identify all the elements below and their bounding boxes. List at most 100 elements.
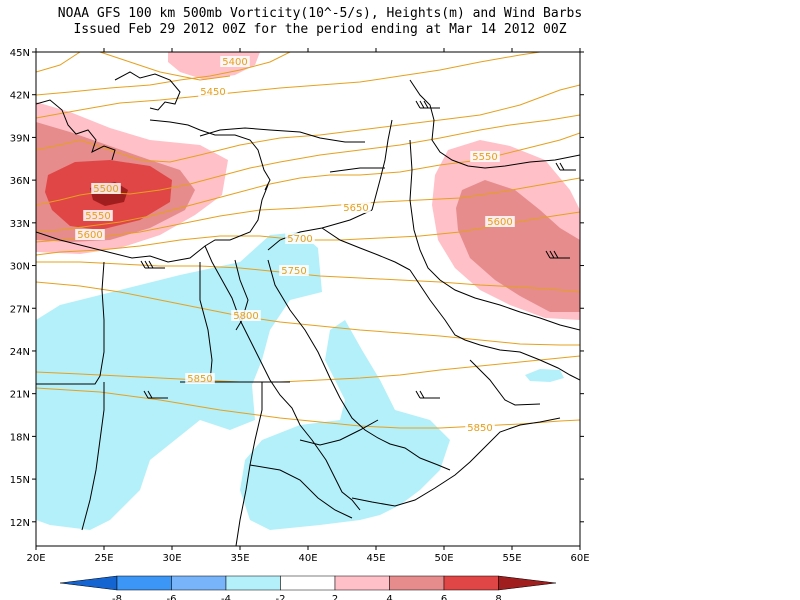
border [469, 359, 541, 406]
contour-label-bg [485, 216, 515, 227]
contour-label-bg [83, 210, 113, 221]
border [199, 262, 213, 383]
border [81, 382, 105, 531]
colorbar-segment [116, 575, 172, 591]
lat-label: 39N [10, 133, 30, 144]
axis-ticks [32, 48, 584, 550]
contour-label-bg [220, 56, 250, 67]
height-contour [36, 177, 580, 243]
lat-label: 24N [10, 347, 30, 358]
contour-label-bg [231, 310, 261, 321]
wind-barb [555, 162, 576, 171]
lon-label: 45E [366, 553, 385, 564]
contour-label-bg [91, 183, 121, 194]
height-contour [36, 52, 541, 119]
colorbar-segment [171, 575, 227, 591]
colorbar-segment [225, 575, 281, 591]
coastline [351, 417, 561, 507]
contour-label: 5550 [85, 211, 110, 222]
height-contour [99, 52, 231, 81]
contour-label: 5750 [281, 266, 306, 277]
colorbar-segment [59, 575, 118, 591]
coastline [36, 99, 116, 161]
contour-label-bg [285, 233, 315, 244]
height-contour [36, 355, 580, 383]
contour-label: 5500 [93, 184, 118, 195]
border [267, 209, 373, 251]
contour-labels: 5400 5450 5500 5550 5600 5550 5600 5650 5700 5750… [75, 56, 515, 434]
contour-label-bg [75, 229, 105, 240]
coastline [36, 184, 269, 263]
height-contour [36, 261, 580, 293]
vorticity-positive-area [456, 180, 580, 312]
coastline [234, 259, 249, 331]
lat-label: 33N [10, 219, 30, 230]
lat-label: 42N [10, 91, 30, 102]
coastline [267, 259, 451, 471]
border [321, 227, 411, 271]
colorbar-label: -8 [112, 594, 122, 600]
coastline [114, 71, 181, 111]
contour-label-bg [185, 373, 215, 384]
contour-label: 5600 [77, 230, 102, 241]
lat-label: 30N [10, 262, 30, 273]
lon-label: 55E [502, 553, 521, 564]
lat-label: 18N [10, 432, 30, 443]
lon-label: 40E [298, 553, 317, 564]
contour-label: 5400 [222, 57, 247, 68]
contour-label-bg [470, 151, 500, 162]
colorbar-label: -6 [167, 594, 177, 600]
wind-barb [415, 390, 440, 399]
colorbar-segment [334, 575, 390, 591]
contour-label: 5450 [200, 87, 225, 98]
border [249, 464, 353, 519]
border [329, 167, 385, 173]
lon-label: 20E [26, 553, 45, 564]
chart-title: NOAA GFS 100 km 500mb Vorticity(10^-5/s)… [57, 6, 583, 21]
wind-barb [140, 260, 165, 269]
height-contour [36, 281, 580, 346]
colorbar-label: -4 [221, 594, 231, 600]
coastline [409, 139, 580, 331]
lat-label: 27N [10, 304, 30, 315]
contour-label: 5650 [343, 203, 368, 214]
coastline [149, 119, 271, 191]
coastline [199, 127, 365, 143]
lat-label: 15N [10, 475, 30, 486]
axis-labels: 45N 42N 39N 36N 33N 30N 27N 24N 21N 18N 15N 12N 20E 2… [10, 48, 590, 564]
lat-label: 45N [10, 48, 30, 59]
colorbar-label: -2 [276, 594, 286, 600]
height-contour [36, 52, 291, 96]
lat-label: 12N [10, 518, 30, 529]
vorticity-negative-area [36, 232, 322, 530]
lat-label: 21N [10, 390, 30, 401]
wind-barbs [140, 100, 576, 399]
lon-label: 25E [94, 553, 113, 564]
contour-label-bg [279, 265, 309, 276]
contour-label-bg [465, 422, 495, 433]
contour-label-bg [198, 86, 228, 97]
contour-label: 5600 [487, 217, 512, 228]
lat-label: 36N [10, 176, 30, 187]
colorbar-label: 8 [495, 594, 501, 600]
wind-barb [545, 250, 570, 259]
map-plot-area: 5400 5450 5500 5550 5600 5550 5600 5650 5700 5750… [36, 52, 580, 546]
contour-label: 5850 [467, 423, 492, 434]
lon-label: 50E [434, 553, 453, 564]
lon-label: 35E [230, 553, 249, 564]
lon-label: 60E [570, 553, 589, 564]
wind-barb [415, 100, 440, 109]
height-contour [36, 52, 81, 73]
colorbar-segment [280, 575, 336, 591]
colorbar: -8 -6 -4 -2 2 4 6 8 [59, 575, 557, 600]
lon-label: 30E [162, 553, 181, 564]
coastline [409, 269, 580, 381]
vorticity-negative-area [525, 369, 564, 382]
coastline [409, 79, 580, 169]
colorbar-segment [498, 575, 557, 591]
colorbar-label: 4 [386, 594, 392, 600]
coastline [204, 245, 361, 511]
contour-label: 5800 [233, 311, 258, 322]
contour-label: 5700 [287, 234, 312, 245]
